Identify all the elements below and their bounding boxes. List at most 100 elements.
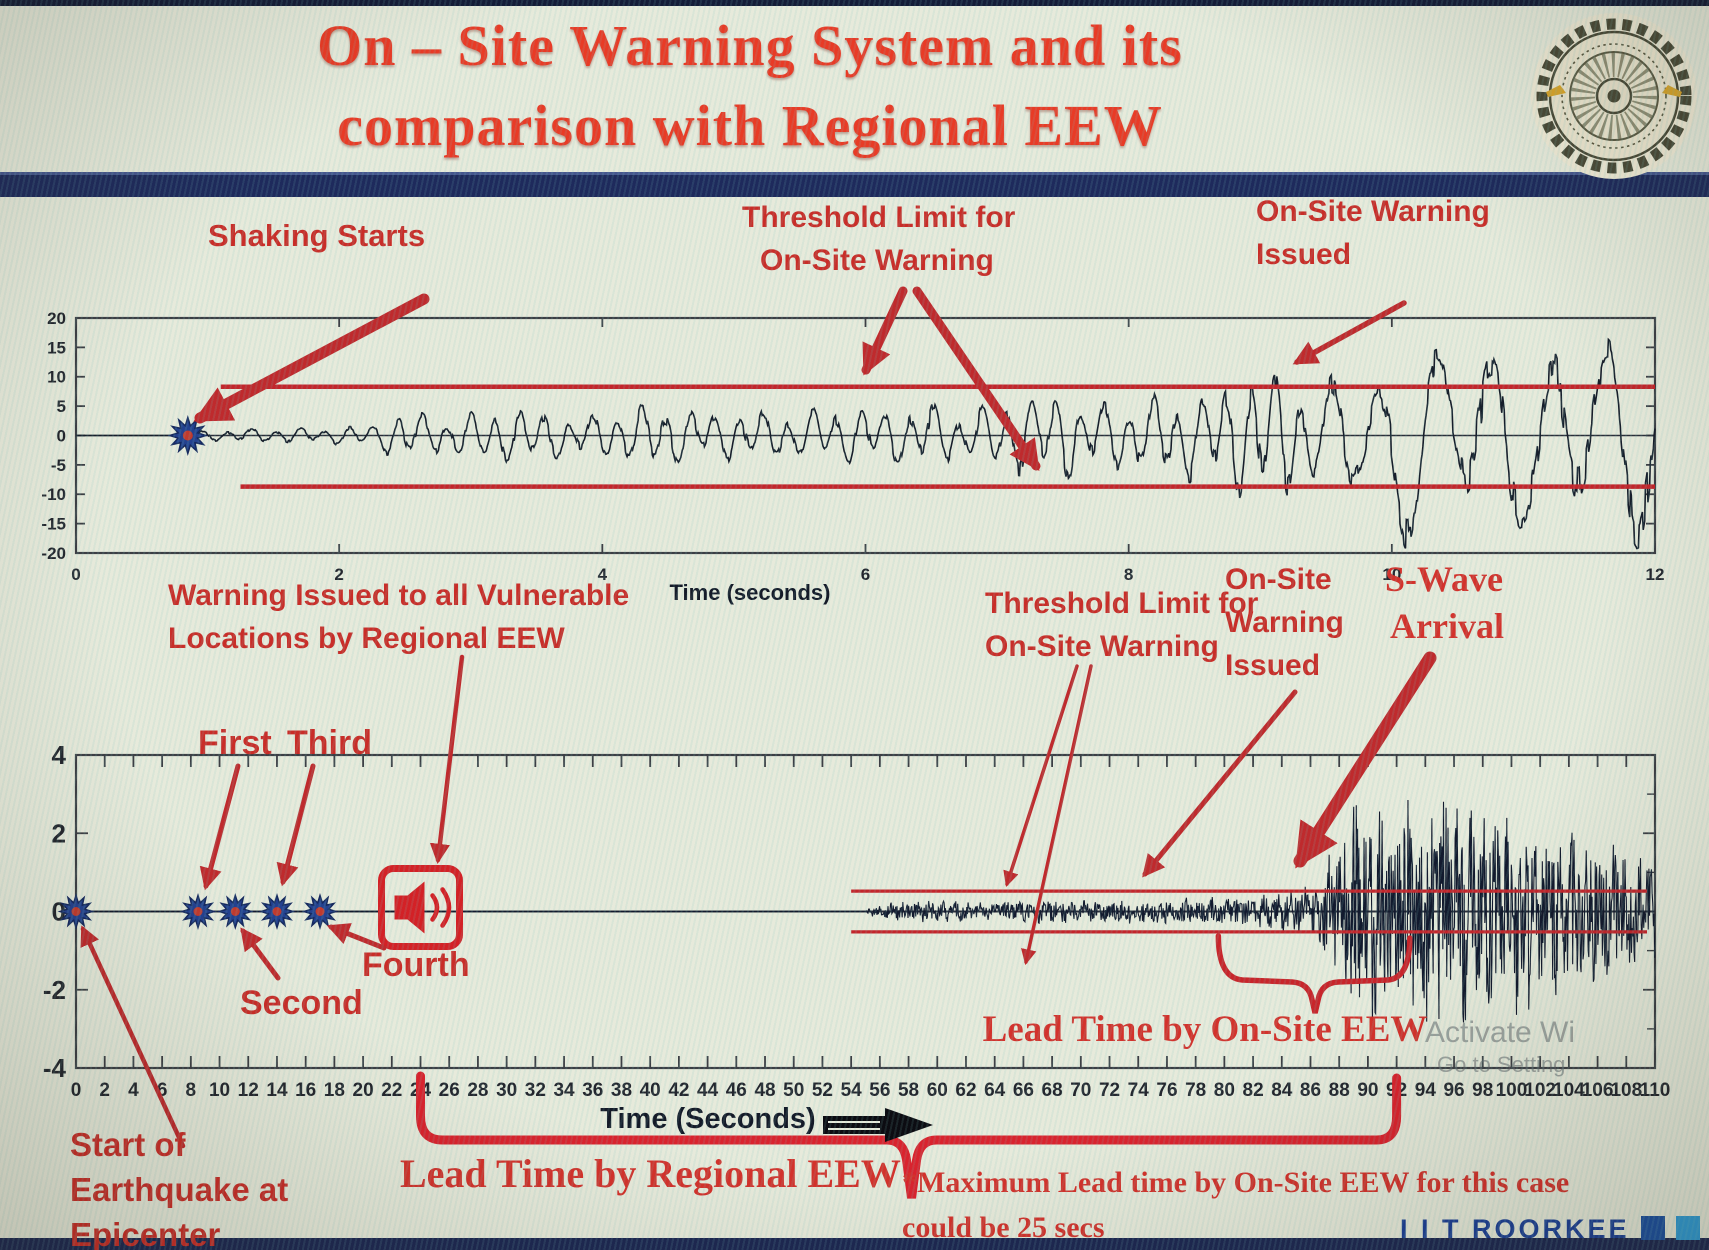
svg-text:-20: -20 — [41, 544, 66, 563]
svg-text:66: 66 — [1013, 1080, 1034, 1101]
svg-text:5: 5 — [57, 397, 66, 416]
svg-text:86: 86 — [1300, 1080, 1321, 1101]
svg-text:50: 50 — [783, 1080, 804, 1101]
svg-text:84: 84 — [1271, 1080, 1293, 1101]
svg-text:46: 46 — [726, 1080, 747, 1101]
onsite-warning-issued-bottom-label: On-Site Warning Issued — [1225, 563, 1344, 682]
svg-text:6: 6 — [157, 1080, 168, 1101]
svg-text:36: 36 — [582, 1080, 603, 1101]
svg-text:10: 10 — [209, 1080, 230, 1101]
time-axis-arrow-icon — [823, 1108, 933, 1142]
svg-text:52: 52 — [812, 1080, 833, 1101]
svg-text:94: 94 — [1415, 1080, 1437, 1101]
start-of-earthquake-label: Start of Earthquake at Epicenter — [70, 1126, 289, 1250]
svg-text:32: 32 — [525, 1080, 546, 1101]
svg-text:64: 64 — [984, 1080, 1006, 1101]
brand-square-1 — [1640, 1216, 1665, 1240]
svg-text:4: 4 — [128, 1080, 139, 1101]
threshold-limit-bottom-label: Threshold Limit for On-Site Warning — [985, 587, 1259, 663]
svg-text:76: 76 — [1156, 1080, 1177, 1101]
slide-title-line2: comparison with Regional EEW — [337, 93, 1163, 158]
annotation-arrow — [1293, 651, 1437, 869]
bottom-chart-plot: 0 2 4 6 8 10 12 14 16 18 20 22 24 26 28 30 32 34 36 38 40 42 4… — [43, 740, 1670, 1101]
svg-text:4: 4 — [52, 740, 67, 770]
annotation-arrow — [912, 286, 1041, 472]
svg-text:40: 40 — [640, 1080, 661, 1101]
shaking-starts-label: Shaking Starts — [208, 218, 426, 253]
annotation-arrow — [861, 286, 908, 376]
svg-text:0: 0 — [57, 426, 66, 445]
svg-text:44: 44 — [697, 1080, 719, 1101]
svg-text:14: 14 — [266, 1080, 288, 1101]
svg-text:34: 34 — [553, 1080, 575, 1101]
svg-text:20: 20 — [353, 1080, 374, 1101]
svg-text:82: 82 — [1243, 1080, 1264, 1101]
svg-text:104: 104 — [1553, 1080, 1585, 1101]
svg-text:8: 8 — [1124, 565, 1133, 584]
station-fourth-label: Fourth — [362, 946, 470, 984]
svg-text:62: 62 — [955, 1080, 976, 1101]
svg-text:8: 8 — [186, 1080, 197, 1101]
svg-text:15: 15 — [47, 338, 66, 357]
onsite-warning-issued-top-label: On-Site Warning Issued — [1256, 195, 1490, 271]
logo-wing-right — [1662, 85, 1682, 97]
svg-text:38: 38 — [611, 1080, 632, 1101]
max-lead-footnote: *Maximum Lead time by On-Site EEW for th… — [902, 1166, 1570, 1244]
lead-time-onsite-brace — [1215, 933, 1413, 1014]
top-edge-bar — [0, 0, 1709, 6]
svg-text:90: 90 — [1357, 1080, 1378, 1101]
svg-text:12: 12 — [238, 1080, 259, 1101]
lead-time-onsite-label: Lead Time by On-Site EEW — [982, 1009, 1428, 1050]
lead-time-regional-bracket — [416, 1071, 1402, 1199]
svg-text:2: 2 — [52, 818, 66, 848]
svg-text:70: 70 — [1070, 1080, 1091, 1101]
annotation-overlay — [80, 286, 1437, 1199]
station-third-label: Third — [287, 724, 372, 762]
svg-text:56: 56 — [869, 1080, 890, 1101]
activate-windows-watermark: Activate Wi — [1425, 1016, 1576, 1049]
threshold-limit-top-label: Threshold Limit for On-Site Warning — [742, 201, 1016, 277]
annotation-arrow — [240, 927, 281, 981]
header-divider-bar — [0, 172, 1709, 197]
svg-text:12: 12 — [1646, 565, 1665, 584]
annotation-arrow — [1003, 664, 1079, 887]
annotation-arrow — [80, 925, 186, 1149]
svg-text:22: 22 — [381, 1080, 402, 1101]
regional-warning-label: Warning Issued to all Vulnerable Locatio… — [168, 579, 630, 655]
svg-text:6: 6 — [861, 565, 870, 584]
svg-text:88: 88 — [1329, 1080, 1350, 1101]
iit-roorkee-wordmark: I I T ROORKEE — [1400, 1214, 1709, 1245]
svg-text:74: 74 — [1128, 1080, 1150, 1101]
station-first-label: First — [198, 724, 272, 762]
svg-text:60: 60 — [927, 1080, 948, 1101]
annotation-arrow — [193, 293, 430, 424]
svg-text:80: 80 — [1214, 1080, 1235, 1101]
svg-text:-4: -4 — [43, 1053, 67, 1083]
svg-text:110: 110 — [1640, 1080, 1671, 1101]
svg-text:78: 78 — [1185, 1080, 1206, 1101]
annotation-arrow — [276, 763, 316, 887]
svg-text:102: 102 — [1524, 1080, 1556, 1101]
svg-text:48: 48 — [754, 1080, 775, 1101]
annotation-arrow — [199, 763, 241, 891]
svg-text:26: 26 — [439, 1080, 460, 1101]
svg-text:58: 58 — [898, 1080, 919, 1101]
svg-text:-2: -2 — [43, 975, 66, 1005]
annotation-arrow — [1292, 300, 1407, 365]
swave-arrival-label: S-Wave Arrival — [1385, 559, 1504, 646]
annotation-arrow — [1142, 689, 1298, 878]
svg-text:98: 98 — [1472, 1080, 1493, 1101]
svg-text:54: 54 — [841, 1080, 863, 1101]
iit-roorkee-logo — [1531, 13, 1697, 179]
svg-text:106: 106 — [1582, 1080, 1614, 1101]
slide-title: On – Site Warning System and its compari… — [0, 6, 1500, 166]
bottom-edge-bar — [0, 1238, 1709, 1250]
svg-text:18: 18 — [324, 1080, 345, 1101]
logo-wing-left — [1546, 85, 1566, 97]
svg-text:4: 4 — [598, 565, 608, 584]
annotation-arrow — [1021, 664, 1093, 966]
svg-text:68: 68 — [1042, 1080, 1063, 1101]
top-xaxis-title: Time (seconds) — [669, 580, 831, 605]
